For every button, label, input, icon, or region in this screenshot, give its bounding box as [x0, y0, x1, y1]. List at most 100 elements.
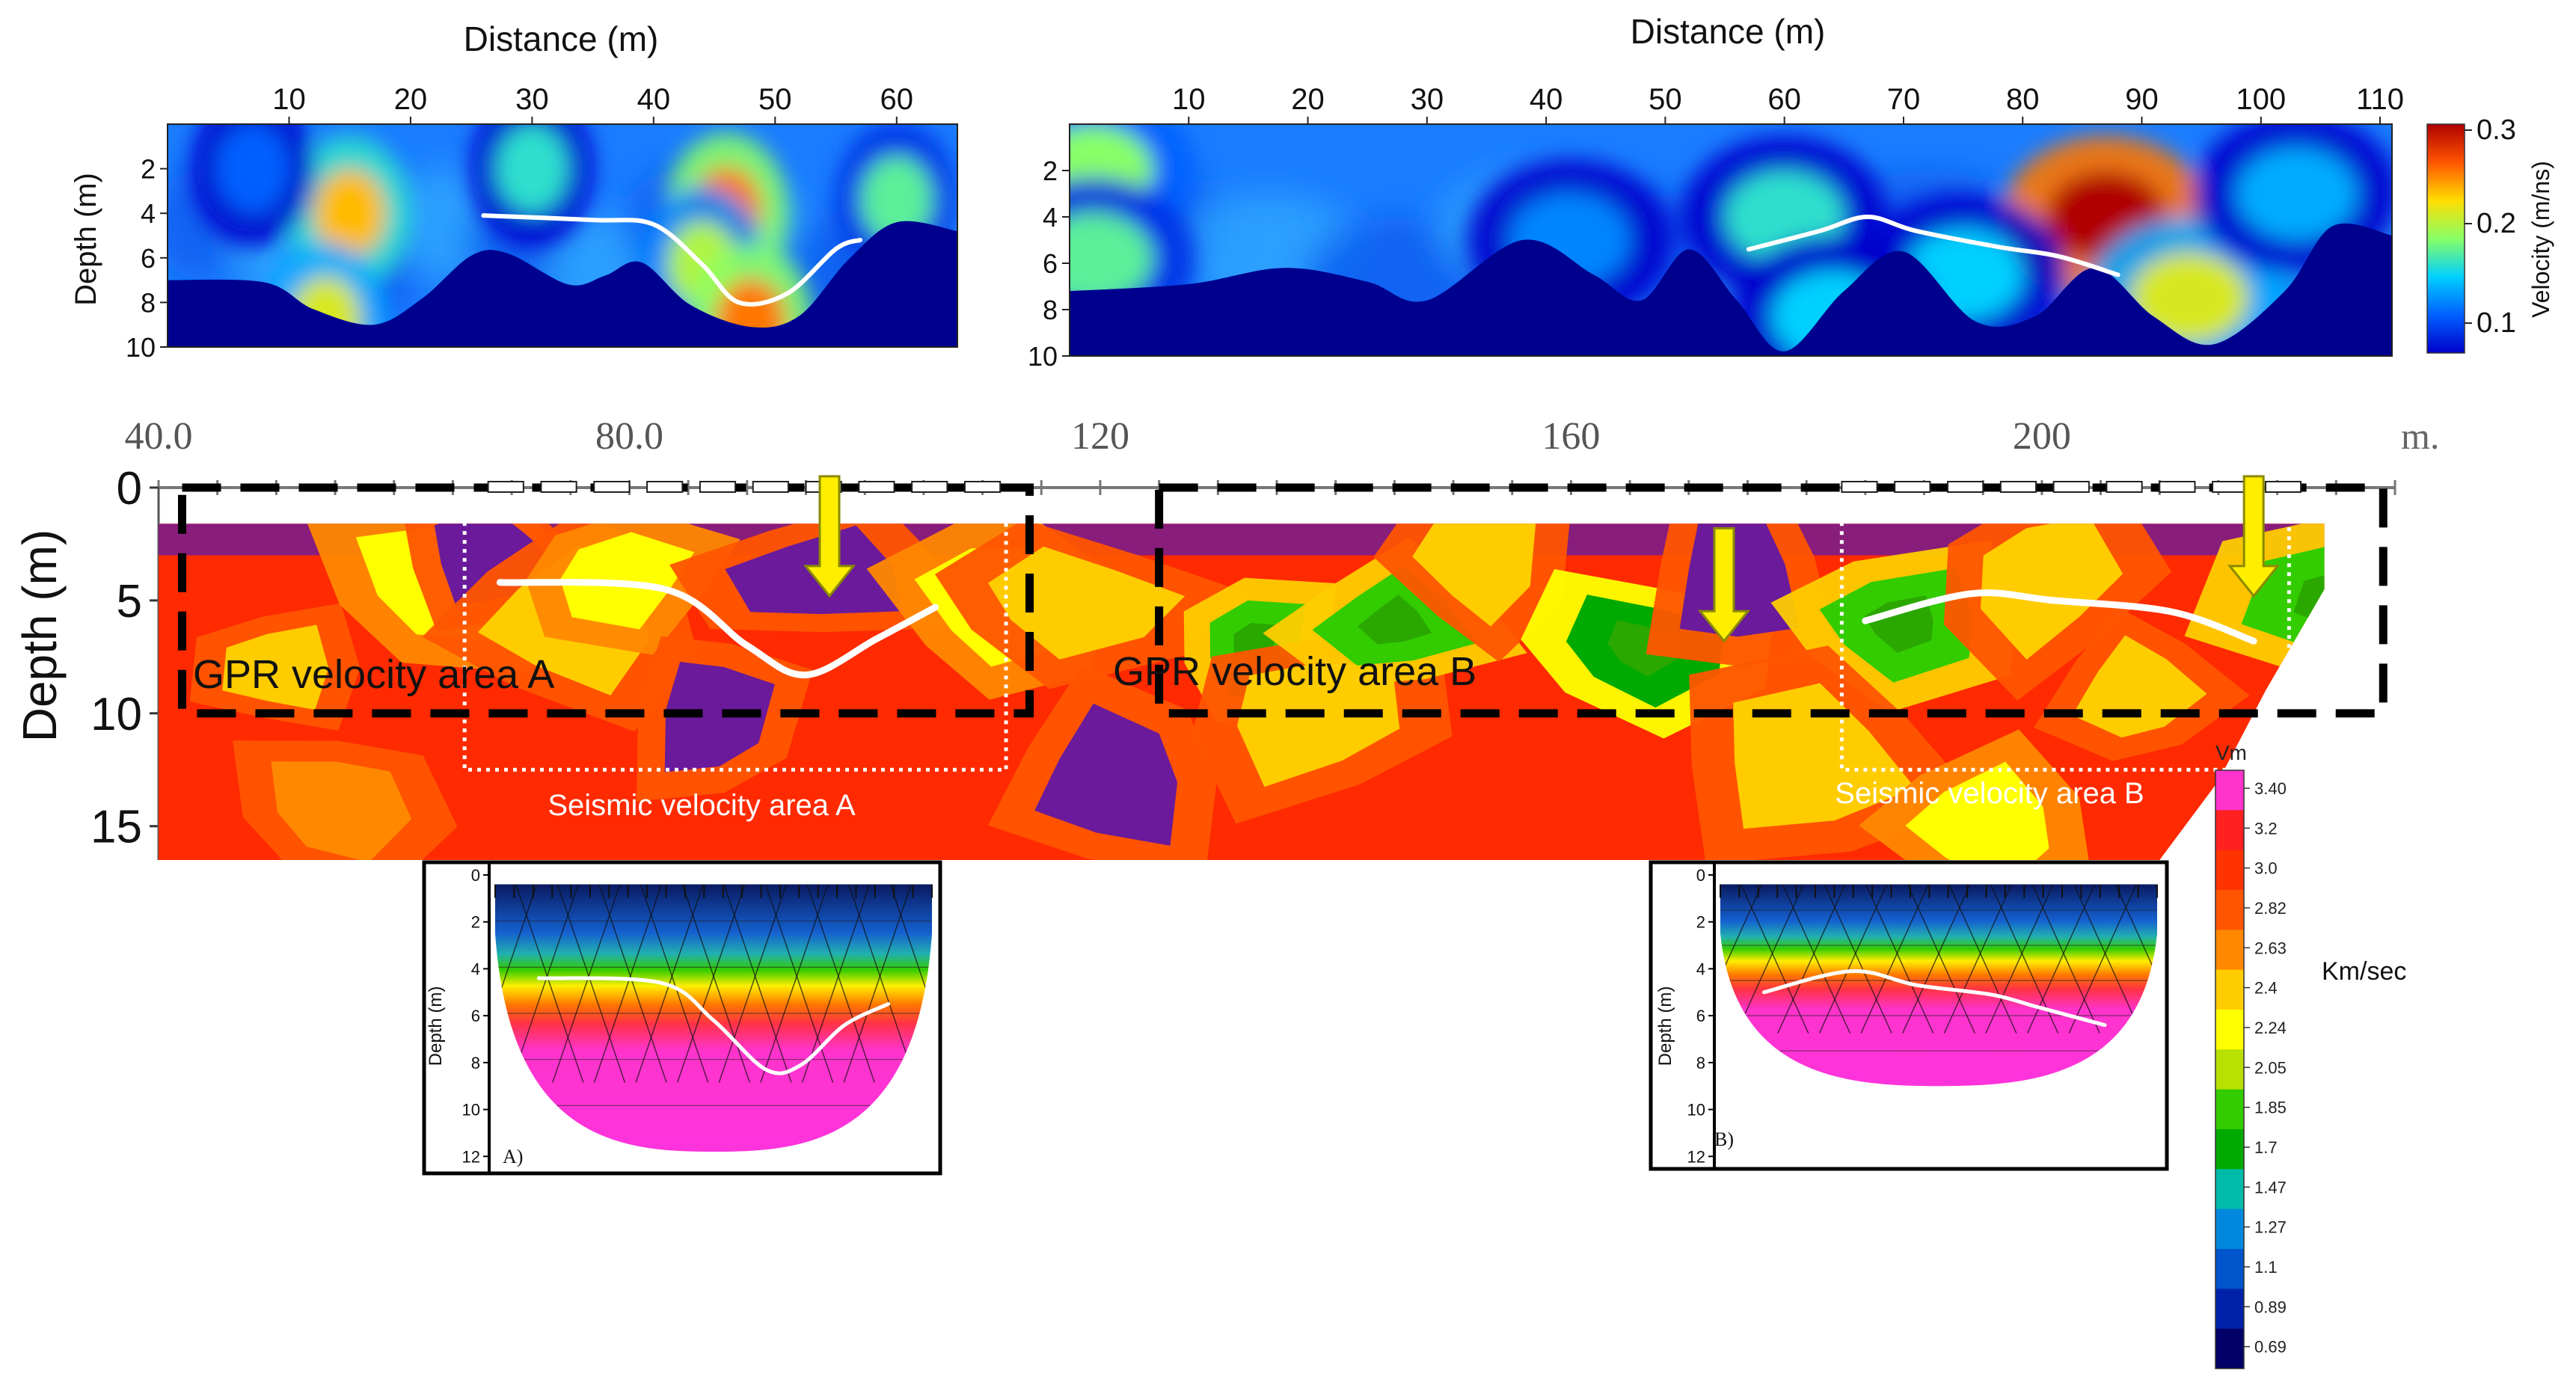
inset-ray [510, 884, 579, 1083]
gpr-frame [167, 123, 958, 348]
inset-ytick-label: 2 [1696, 913, 1705, 932]
inset-ray [1907, 884, 1975, 1034]
inset-b-panel-label: B) [1714, 1128, 1734, 1150]
gpr-panel-b: 10 20 30 40 50 60 70 80 90 100 110 2 4 6 8 10 [1028, 83, 2404, 372]
inset-ray [1948, 884, 2017, 1034]
section-zone [222, 624, 329, 710]
vm-colorbar-swatch [2215, 1049, 2244, 1090]
gpr-interface-line [481, 213, 863, 307]
inset-ray [2031, 884, 2100, 1034]
vm-colorbar-tick-label: 2.4 [2254, 979, 2278, 998]
section-ytick-label: 15 [91, 802, 142, 853]
gpr-xtick-label: 60 [1767, 83, 1801, 116]
marker-arrow [803, 475, 856, 598]
section-zone [664, 662, 775, 773]
gpr-xtick-label: 50 [758, 83, 792, 116]
section-xtick-label: 80.0 [595, 415, 663, 458]
section-xtick-label: 120 [1071, 415, 1129, 458]
inset-ray [806, 884, 875, 1083]
vm-colorbar-tick-label: 3.2 [2254, 819, 2278, 838]
marker-arrow [1697, 526, 1751, 643]
section-xtick-label: 200 [2013, 415, 2071, 458]
vm-colorbar-swatch [2215, 890, 2244, 930]
gpr-hotspot [1070, 213, 1153, 304]
inset-ray [495, 884, 538, 1083]
gpr-colorbar-title: Velocity (m/ns) [2527, 161, 2554, 318]
section-zone [1679, 523, 1800, 637]
vm-colorbar-tick-label: 2.24 [2254, 1019, 2287, 1037]
inset-ray [801, 884, 871, 1083]
gpr-ytick-label: 8 [141, 287, 156, 318]
inset-ray [723, 884, 792, 1083]
gpr-ytick-label: 2 [141, 154, 156, 185]
gpr-colorbar-ramp [2426, 123, 2465, 354]
inset-b-ylabel: Depth (m) [1655, 986, 1675, 1066]
gpr-ytick-label: 4 [141, 198, 156, 229]
section-zone [2241, 542, 2325, 670]
section-x-unit: m. [2401, 415, 2439, 457]
vm-colorbar-swatch [2215, 1129, 2244, 1170]
gpr-ytick-label: 6 [1043, 248, 1058, 279]
gpr-bedrock [168, 221, 957, 347]
gpr-hotspot [496, 125, 568, 213]
gpr-hotspot [314, 169, 386, 257]
gpr-xtick-label: 10 [272, 83, 306, 116]
vm-colorbar-swatch [2215, 1169, 2244, 1210]
vm-colorbar-tick-label: 0.69 [2254, 1338, 2287, 1357]
seismic-area-b-label: Seismic velocity area B [1835, 777, 2144, 810]
gpr-hotspot [217, 125, 289, 213]
seismic-section: 40.0 80.0 120 160 200 0 5 10 15 [91, 415, 2396, 860]
gpr-interface-line [1746, 214, 2120, 277]
section-ytick-label: 5 [117, 576, 142, 627]
geophone-marker [2052, 481, 2090, 493]
section-zone [1412, 523, 1536, 627]
gpr-colorbar-tick-label: 0.3 [2477, 114, 2516, 146]
geophone-marker [2106, 481, 2143, 493]
gpr-area-a-label: GPR velocity area A [193, 652, 554, 697]
inset-velocity-bowl [1720, 884, 2157, 1087]
section-zone-core [2293, 571, 2325, 636]
geophone-marker [699, 481, 737, 493]
section-ytick-label: 0 [117, 463, 142, 515]
inset-ray [515, 884, 584, 1083]
vm-colorbar-tick-label: 0.89 [2254, 1298, 2287, 1316]
geophone-marker [1841, 481, 1878, 493]
inset-ray [640, 884, 709, 1083]
inset-ytick-label: 4 [1696, 959, 1705, 978]
gpr-xtick-label: 80 [2006, 83, 2040, 116]
gpr-colorbar-tick-label: 0.2 [2477, 208, 2516, 239]
vm-colorbar-swatch [2215, 810, 2244, 851]
inset-ray [1818, 884, 1888, 1034]
vm-colorbar-swatch [2215, 1209, 2244, 1250]
gpr-xtick-label: 50 [1649, 83, 1682, 116]
vm-colorbar-unit: Km/sec [2322, 957, 2406, 986]
gpr-ytick-label: 4 [1043, 202, 1058, 233]
inset-ytick-label: 12 [1687, 1147, 1705, 1166]
inset-ray [1777, 884, 1846, 1034]
inset-ray [2115, 884, 2157, 1034]
inset-ytick-label: 4 [471, 959, 480, 978]
inset-ytick-label: 8 [1696, 1054, 1705, 1072]
marker-arrow [2227, 475, 2281, 598]
geophone-marker [911, 481, 948, 493]
gpr-area-b-box [1155, 483, 2388, 718]
vm-colorbar: 3.40 3.2 3.0 2.82 2.63 2.4 2.24 2.05 1.85 1.7 1.47… [2215, 770, 2287, 1369]
inset-ray [1943, 884, 2013, 1034]
inset-ray [1735, 884, 1804, 1034]
inset-interface-line [536, 976, 891, 1075]
inset-ray [2073, 884, 2142, 1034]
gpr-xtick-label: 70 [1887, 83, 1921, 116]
gpr-xtick-label: 90 [2125, 83, 2159, 116]
vm-colorbar-swatch [2215, 969, 2244, 1010]
gpr-ytick-label: 10 [126, 332, 156, 363]
vm-colorbar-swatch [2215, 1010, 2244, 1050]
inset-ray [1865, 884, 1934, 1034]
inset-ytick-label: 12 [462, 1147, 480, 1166]
vm-colorbar-tick-label: 1.7 [2254, 1138, 2278, 1157]
section-zone-core [1357, 595, 1432, 645]
vm-colorbar-swatch [2215, 1289, 2244, 1330]
gpr-panel-a: 10 20 30 40 50 60 2 4 6 8 10 [126, 83, 958, 363]
geophone-marker [2264, 481, 2302, 493]
geophone-marker [540, 481, 577, 493]
